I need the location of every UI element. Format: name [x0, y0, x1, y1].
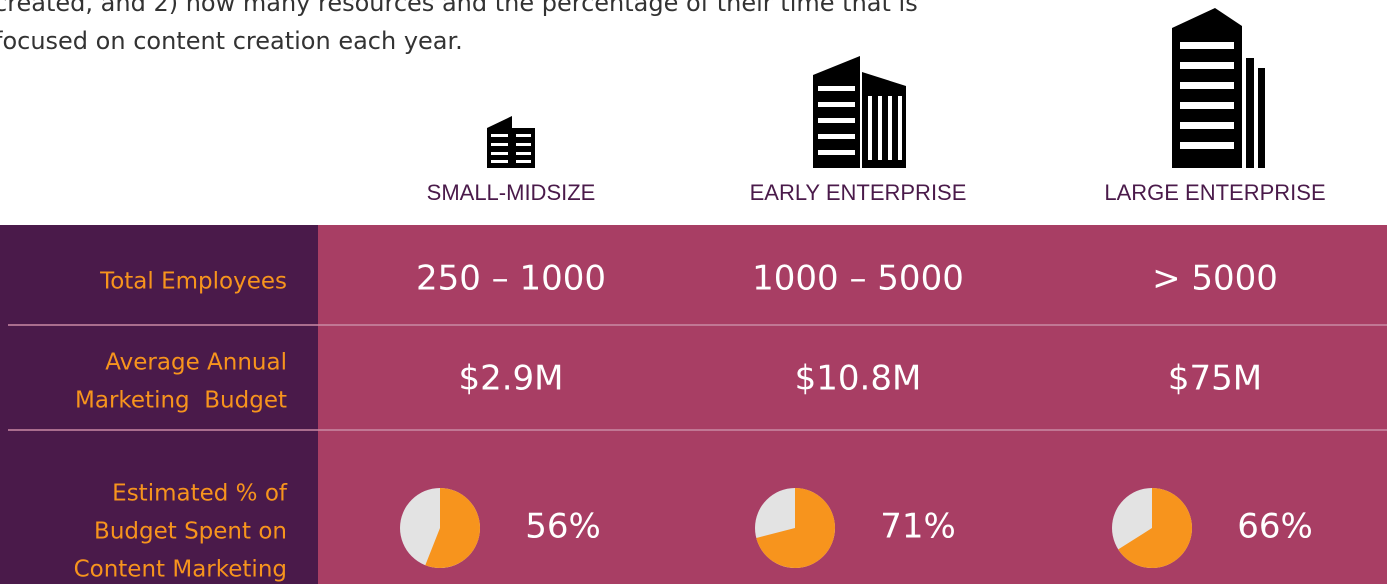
value-area [318, 225, 1387, 584]
row-label: Total Employees [99, 269, 287, 295]
column-header: LARGE ENTERPRISE [1104, 180, 1325, 205]
pie-value-label: 66% [1237, 507, 1313, 547]
intro-line: focused on content creation each year. [0, 27, 463, 55]
cell-value: $10.8M [795, 359, 922, 399]
pie-slice [425, 488, 481, 568]
column-header: EARLY ENTERPRISE [750, 180, 967, 205]
cell-value: 1000 – 5000 [752, 259, 964, 299]
pie-value-label: 71% [880, 507, 956, 547]
cell-value: > 5000 [1152, 259, 1278, 299]
intro-line: created, and 2) how many resources and t… [0, 0, 918, 17]
cell-value: 250 – 1000 [416, 259, 606, 299]
row-label: Average Annual [105, 350, 287, 376]
row-label: Budget Spent on [94, 519, 287, 545]
building-small [487, 116, 535, 168]
cell-value: $75M [1168, 359, 1262, 399]
pie-slice [756, 488, 835, 568]
pie-slice [1118, 488, 1193, 568]
column-header: SMALL-MIDSIZE [427, 180, 596, 205]
label-column [0, 225, 318, 584]
building-medium [813, 56, 906, 168]
row-label: Marketing Budget [75, 388, 287, 414]
building-large [1172, 8, 1265, 168]
row-label: Estimated % of [112, 481, 288, 507]
cell-value: $2.9M [458, 359, 563, 399]
row-label: Content Marketing [74, 557, 287, 583]
pie-value-label: 56% [525, 507, 601, 547]
